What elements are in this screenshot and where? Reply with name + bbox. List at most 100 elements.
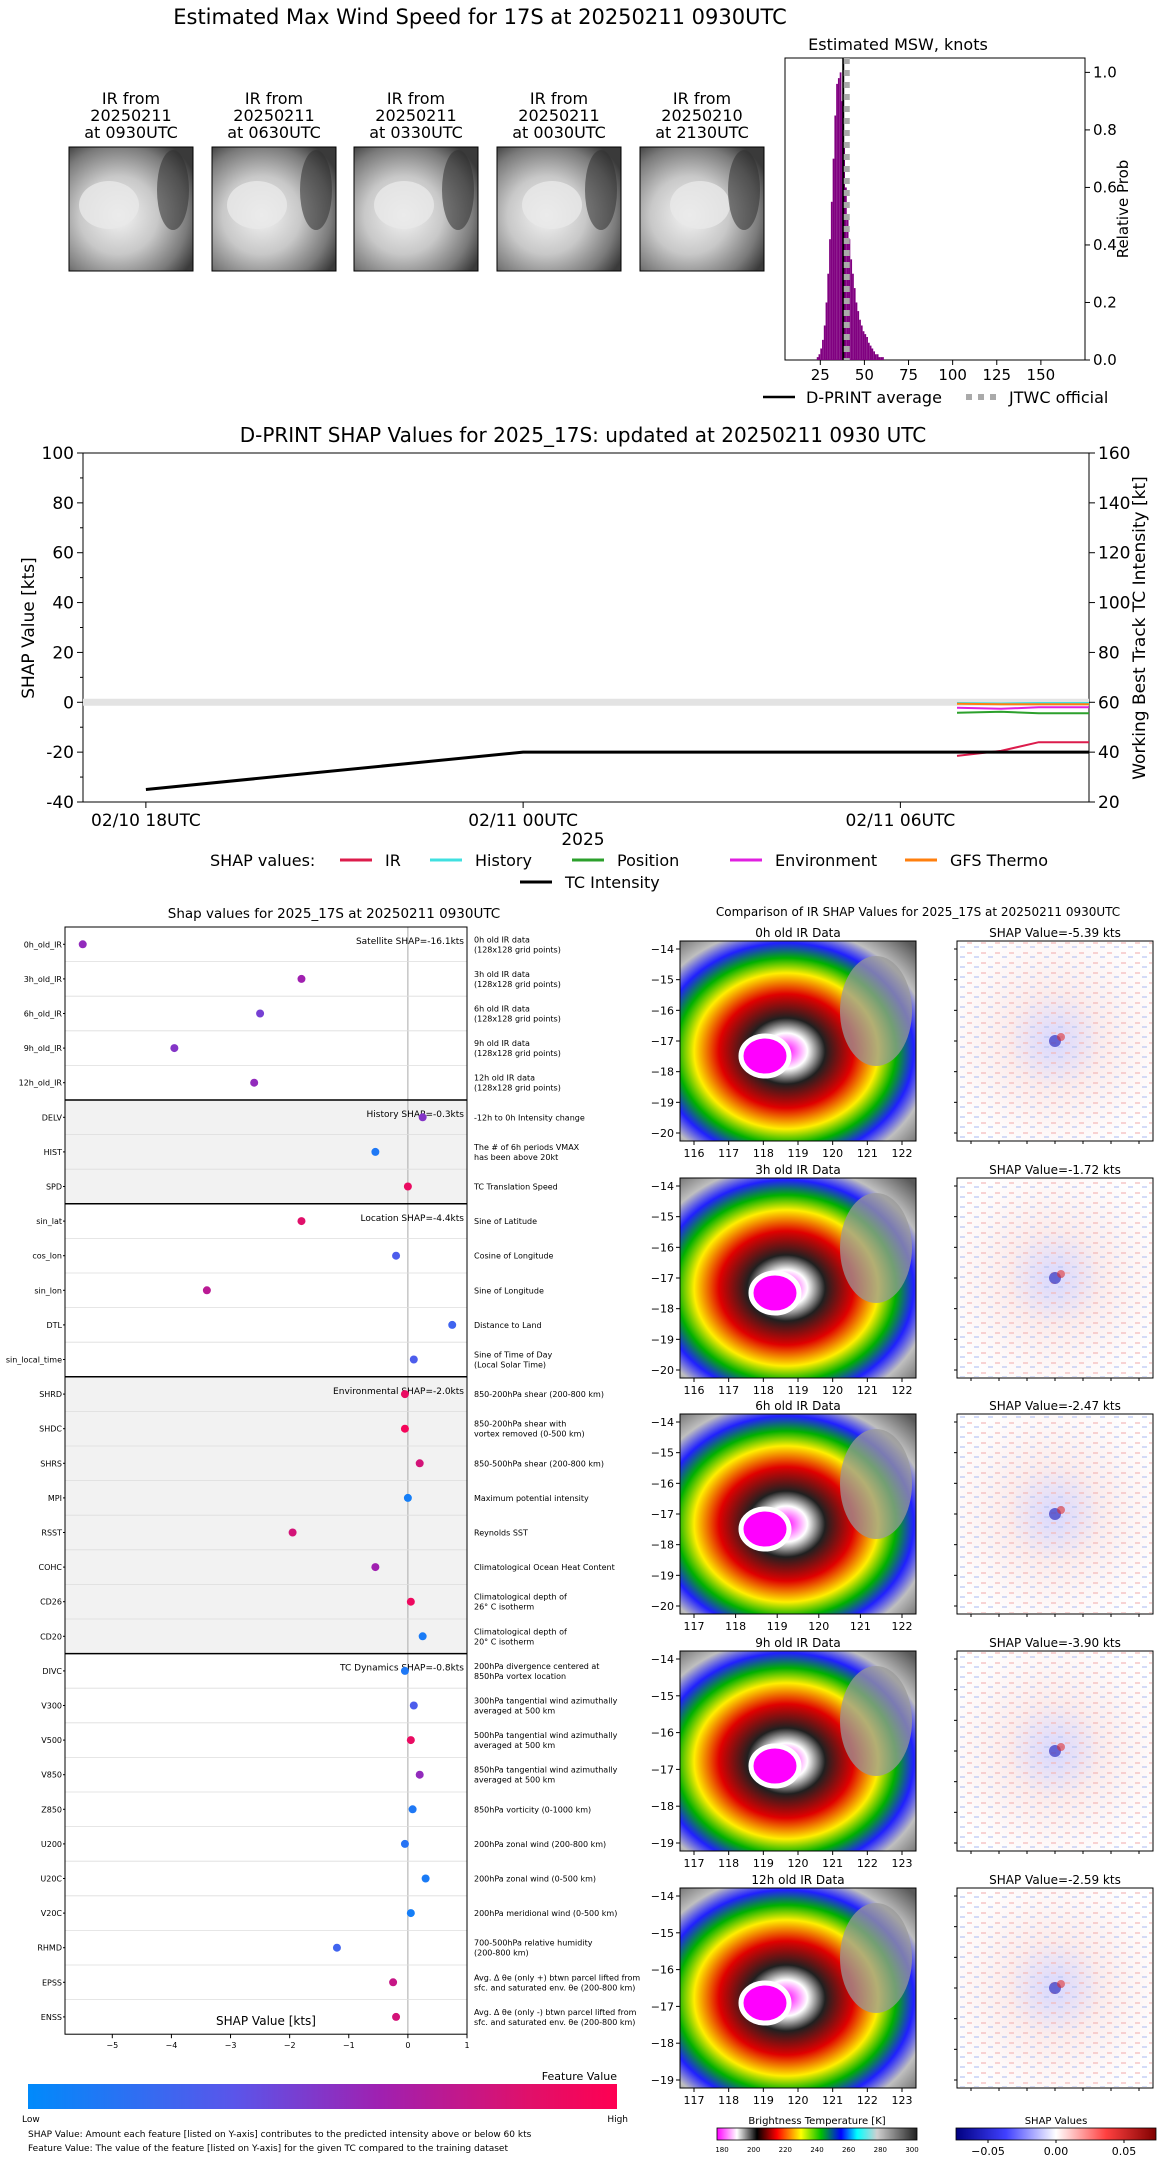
feature-shap-point — [400, 1390, 409, 1399]
feature-description: 850-200hPa shear (200-800 km) — [474, 1390, 604, 1399]
thumbnail-caption-line1: IR from — [245, 89, 303, 108]
timeseries-ytick-label: 80 — [52, 494, 74, 514]
bt-colorbar-tick-label: 240 — [810, 2146, 823, 2154]
feature-xlabel: SHAP Value [kts] — [216, 2014, 316, 2028]
histogram-bar — [862, 331, 865, 360]
histogram-bar — [836, 83, 838, 360]
feature-description: averaged at 500 km — [474, 1741, 555, 1750]
thumbnail-caption-line2: 20250211 — [233, 106, 314, 125]
feature-name: EPSS — [42, 1978, 62, 1987]
shap-timeseries: D-PRINT SHAP Values for 2025_17S: update… — [19, 423, 1150, 892]
ir-panel-title: 3h old IR Data — [755, 1163, 841, 1177]
feature-name: SHDC — [39, 1425, 62, 1434]
feature-description: (200-800 km) — [474, 1949, 529, 1958]
figure-title: Estimated Max Wind Speed for 17S at 2025… — [173, 5, 787, 29]
ir-panel-ytick-label: −18 — [651, 1539, 674, 1552]
histogram-bar — [864, 334, 867, 360]
timeseries-ytick-right-label: 40 — [1098, 743, 1120, 763]
feature-description: 850hPa vortex location — [474, 1672, 566, 1681]
feature-description: 0h old IR data — [474, 935, 530, 944]
feature-description: (128x128 grid points) — [474, 1049, 561, 1058]
ir-panel-xtick-label: 118 — [718, 1857, 739, 1870]
ir-panel-ytick-label: −15 — [651, 1690, 674, 1703]
feature-name: U20C — [40, 1875, 62, 1884]
shap-colorbar-tick-label: −0.05 — [971, 2145, 1005, 2158]
ir-panel-ytick-label: −14 — [651, 943, 674, 956]
ir-panel-xtick-label: 123 — [892, 1857, 913, 1870]
feature-description: averaged at 500 km — [474, 1707, 555, 1716]
feature-name: HIST — [44, 1148, 62, 1157]
feature-description: 850-500hPa shear (200-800 km) — [474, 1459, 604, 1468]
histogram-bar — [850, 259, 853, 360]
feature-description: sfc. and saturated env. θe (200-800 km) — [474, 1983, 635, 1992]
ir-panel-ytick-label: −20 — [651, 1600, 674, 1613]
thumbnail-dark-band — [728, 150, 760, 230]
feature-name: DTL — [46, 1321, 62, 1330]
ir-panel-clear-region — [840, 1903, 912, 2013]
feature-description: (128x128 grid points) — [474, 980, 561, 989]
ir-panel-ytick-label: −20 — [651, 1127, 674, 1140]
feature-group-label: Location SHAP=-4.4kts — [360, 1214, 464, 1224]
ir-panel-ytick-label: −15 — [651, 974, 674, 987]
feature-description: Sine of Longitude — [474, 1286, 544, 1295]
timeseries-ytick-right-label: 140 — [1098, 494, 1130, 514]
feature-title: Shap values for 2025_17S at 20250211 093… — [168, 906, 500, 922]
shap-panel-center-ring — [1057, 1506, 1065, 1514]
ir-panel-xtick-label: 123 — [892, 2094, 913, 2107]
ir-panel-clear-region — [840, 1666, 912, 1776]
thumbnail-cloud-band — [227, 181, 287, 229]
ir-panel-ytick-label: −14 — [651, 1180, 674, 1193]
feature-name: SHRD — [39, 1390, 62, 1399]
feature-colorbar-high: High — [607, 2115, 628, 2125]
thumbnail-cloud-band — [670, 181, 730, 229]
feature-shap-point — [406, 1909, 415, 1918]
feature-shap-point — [406, 1736, 415, 1745]
series-line-position — [956, 710, 1089, 715]
ir-panel-cold-core — [738, 1506, 792, 1552]
bt-colorbar-ticks: 180 200 220 240 260 280 300 — [715, 2146, 918, 2154]
ir-panel-ytick-label: −15 — [651, 1211, 674, 1224]
feature-description: sfc. and saturated env. θe (200-800 km) — [474, 2018, 635, 2027]
feature-name: sin_lat — [36, 1217, 62, 1226]
feature-shap-point — [448, 1320, 457, 1329]
bt-colorbar-tick-label: 220 — [779, 2146, 792, 2154]
feature-description: 12h old IR data — [474, 1074, 535, 1083]
timeseries-xtick-label: 02/11 06UTC — [846, 811, 956, 831]
shap-panel-center-ring — [1057, 1980, 1065, 1988]
ir-panel-xtick-label: 122 — [857, 2094, 878, 2107]
feature-description: Distance to Land — [474, 1321, 542, 1330]
bt-colorbar-tick-label: 260 — [842, 2146, 855, 2154]
histogram-bar — [816, 357, 819, 360]
feature-shap-point — [415, 1459, 424, 1468]
feature-colorbar — [28, 2084, 617, 2109]
timeseries-ytick-label: -20 — [46, 743, 74, 763]
feature-name: V500 — [41, 1736, 62, 1745]
feature-name: Z850 — [41, 1805, 62, 1814]
shap-panel-title: SHAP Value=-3.90 kts — [989, 1636, 1121, 1650]
feature-description: averaged at 500 km — [474, 1776, 555, 1785]
bt-colorbar — [716, 2127, 918, 2141]
thumbnail-caption-line2: 20250210 — [661, 106, 742, 125]
histogram-bar — [878, 357, 881, 360]
ir-panel-xtick-label: 117 — [718, 1384, 739, 1397]
histogram-bar — [830, 201, 833, 360]
ir-panel-title: 0h old IR Data — [755, 926, 841, 940]
feature-name: 6h_old_IR — [24, 1010, 63, 1019]
histogram-xtick-label: 50 — [855, 366, 874, 384]
feature-description: TC Translation Speed — [473, 1183, 558, 1192]
feature-description: Avg. Δ θe (only -) btwn parcel lifted fr… — [474, 2008, 637, 2017]
feature-colorbar-title: Feature Value — [542, 2070, 618, 2083]
feature-name: cos_lon — [32, 1252, 62, 1261]
ir-panel-ytick-label: −14 — [651, 1653, 674, 1666]
feature-description: Maximum potential intensity — [474, 1494, 589, 1503]
feature-group-label: History SHAP=-0.3kts — [367, 1110, 465, 1120]
feature-shap-point — [406, 1597, 415, 1606]
feature-xtick-label: 0 — [405, 2041, 410, 2050]
feature-group-label: Satellite SHAP=-16.1kts — [356, 937, 464, 947]
histogram-frame — [784, 57, 1086, 361]
ir-panel-xtick-label: 120 — [822, 1384, 843, 1397]
histogram-xtick-label: 150 — [1027, 366, 1056, 384]
timeseries-ytick-label: 0 — [63, 693, 74, 713]
